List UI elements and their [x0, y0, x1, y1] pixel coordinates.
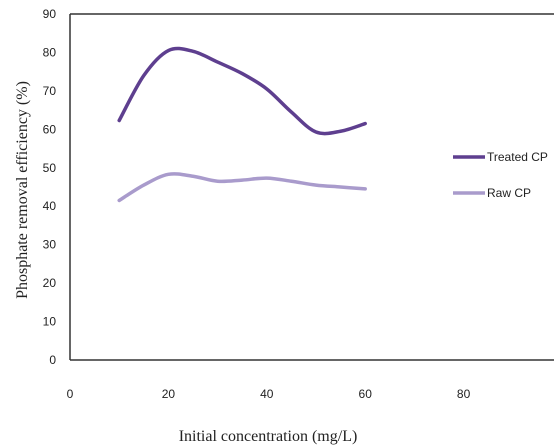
plot-frame	[69, 13, 554, 361]
x-axis-ticks: 0 20 40 60 80	[67, 387, 471, 401]
series-line-raw-cp	[117, 172, 367, 203]
series-lines	[117, 46, 367, 203]
legend-label-raw-cp: Raw CP	[487, 186, 531, 200]
x-tick-label: 40	[260, 387, 274, 401]
y-tick-label: 10	[43, 315, 57, 329]
x-tick-label: 60	[359, 387, 373, 401]
x-tick-label: 20	[162, 387, 176, 401]
y-tick-label: 50	[43, 161, 57, 175]
x-tick-label: 0	[67, 387, 74, 401]
series-line-treated-cp	[117, 46, 367, 136]
y-tick-label: 20	[43, 276, 57, 290]
y-axis-ticks: 0 10 20 30 40 50 60 70 80 90	[43, 7, 57, 367]
y-tick-label: 30	[43, 238, 57, 252]
y-tick-label: 70	[43, 84, 57, 98]
legend-label-treated-cp: Treated CP	[487, 150, 548, 164]
x-axis-title: Initial concentration (mg/L)	[179, 428, 358, 445]
y-tick-label: 40	[43, 199, 57, 213]
y-tick-label: 90	[43, 7, 57, 21]
legend: Treated CP Raw CP	[453, 150, 548, 200]
y-tick-label: 80	[43, 45, 57, 59]
y-tick-label: 0	[49, 353, 56, 367]
y-axis-title: Phosphate removal efficiency (%)	[14, 81, 31, 299]
x-tick-label: 80	[457, 387, 471, 401]
y-tick-label: 60	[43, 122, 57, 136]
